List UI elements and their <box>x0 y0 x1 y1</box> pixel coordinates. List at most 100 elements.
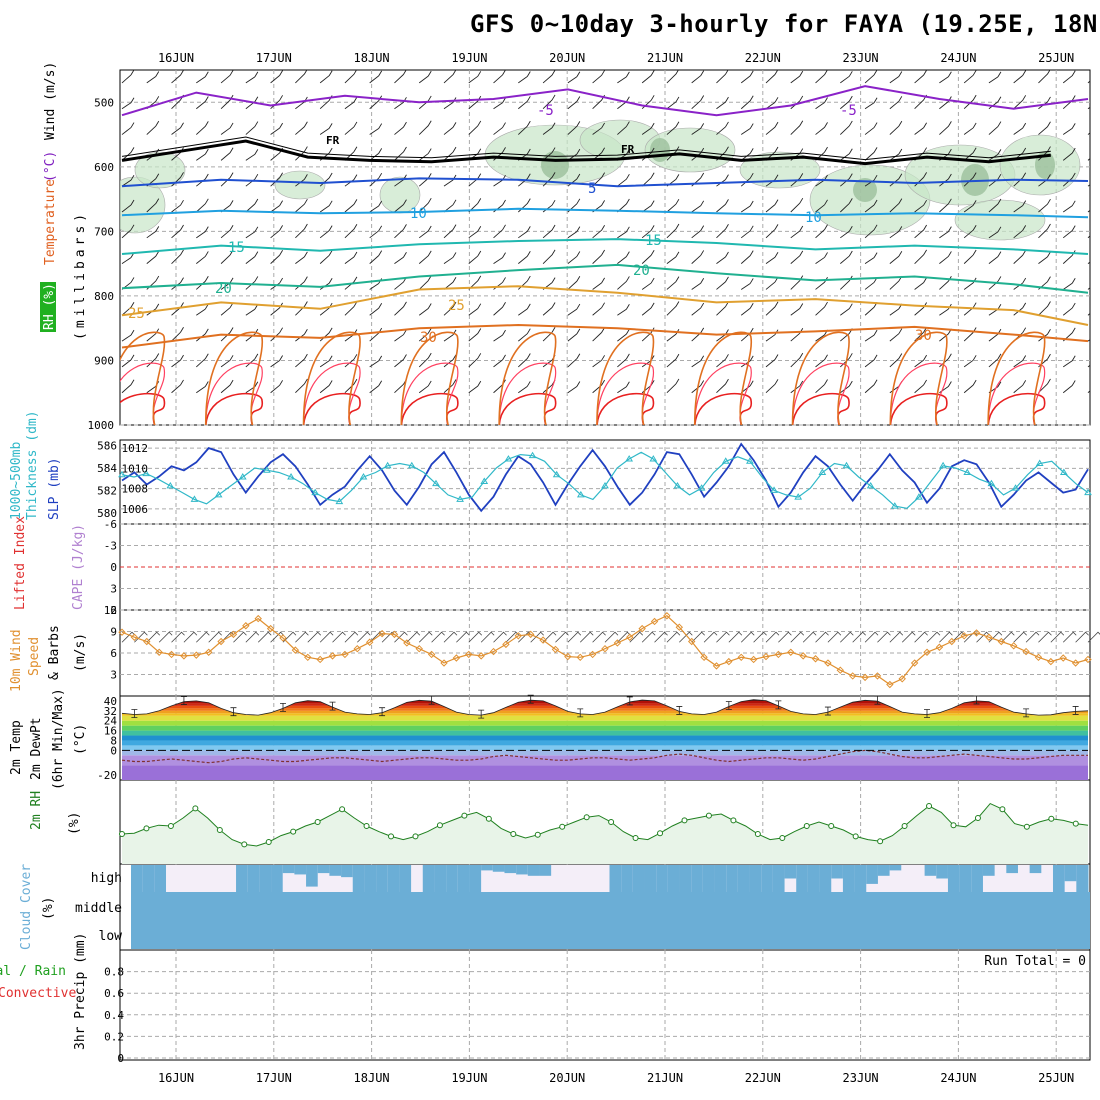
thickness-point <box>287 472 295 480</box>
surface-isotherm <box>303 362 361 425</box>
wind10-point <box>712 662 721 670</box>
cloud-high-bar <box>761 865 774 892</box>
cloud-level-low: low <box>99 929 123 944</box>
wind-barb <box>542 327 556 342</box>
wind-barb <box>171 277 184 290</box>
wind-barb <box>740 225 754 239</box>
wind-barb <box>369 355 383 368</box>
date-label-top: 18JUN <box>354 51 390 65</box>
surface-isotherm <box>889 392 948 425</box>
wind-barb <box>592 327 606 342</box>
wind-barb <box>740 95 754 110</box>
precip-tick: 0.2 <box>104 1030 124 1043</box>
temperature-band <box>122 699 1088 701</box>
cloud-high-bg <box>1017 865 1031 892</box>
wind-barb <box>245 71 259 84</box>
thickness-point <box>311 488 320 496</box>
temperature-band <box>122 765 1088 780</box>
cloud-high-bar <box>457 865 470 892</box>
wind10-barb <box>505 631 520 643</box>
lifted-tick: 6 <box>110 604 117 617</box>
rh2m-point <box>754 831 761 837</box>
wind10-point <box>972 629 981 637</box>
wind-barb <box>270 380 284 394</box>
surface-isotherm <box>120 392 166 425</box>
wind-barb <box>567 381 581 394</box>
cloud-high-bar <box>387 865 400 892</box>
temperature-minmax <box>131 709 138 718</box>
thickness-point <box>963 468 972 475</box>
rh-shade <box>120 176 166 234</box>
lifted-axis-label: Lifted Index <box>13 516 28 610</box>
wind-barb <box>765 379 779 394</box>
wind-barb <box>815 122 828 135</box>
cloud-level-high: high <box>91 871 122 886</box>
wind-barb <box>815 224 828 239</box>
surface-isotherm <box>987 331 1046 425</box>
wind10-point <box>898 675 906 683</box>
temperature-minmax <box>329 701 336 711</box>
wind-barb <box>468 303 482 316</box>
temp2m-panel <box>121 694 1089 780</box>
thickness-line <box>121 451 1089 509</box>
thickness-point <box>142 469 151 477</box>
wind-barb <box>988 328 1002 342</box>
cloud-high-bar <box>667 865 681 892</box>
surface-isotherm <box>792 392 850 425</box>
isotherm-label: 25 <box>448 298 465 314</box>
wind-barb <box>518 275 531 290</box>
wind-barb <box>518 96 531 110</box>
wind-barb <box>617 251 630 264</box>
cloud-panel <box>131 865 1090 949</box>
thickness-point <box>118 470 126 478</box>
wind-barb <box>468 225 482 239</box>
thickness-point <box>576 490 585 498</box>
wind-barb <box>295 223 308 239</box>
wind-barb <box>1062 355 1076 368</box>
cloud-high-bar <box>434 865 447 892</box>
wind-barb <box>1038 251 1051 264</box>
wind10-barb <box>257 631 272 643</box>
surface-isotherm <box>596 362 655 425</box>
date-label-bottom: 20JUN <box>549 1071 585 1085</box>
wind-barb <box>146 328 160 342</box>
thickness-tick: 586 <box>97 440 117 453</box>
date-label-bottom: 17JUN <box>256 1071 292 1085</box>
rh2m-point <box>119 831 125 837</box>
wind-barb <box>790 352 804 368</box>
wind-barb <box>418 173 432 187</box>
wind10-point <box>427 650 436 659</box>
wind10-point <box>1071 659 1080 667</box>
cloud-high-bar <box>329 865 342 876</box>
surface-isotherm <box>889 362 948 425</box>
isotherm-label: 25 <box>128 306 145 322</box>
wind-barb <box>245 381 259 394</box>
wind-barb <box>270 250 284 264</box>
cloud-high-bar <box>632 865 646 892</box>
isotherm-label: 5 <box>588 181 596 197</box>
precip-tick: 0 <box>117 1052 124 1065</box>
wind-barb <box>864 224 878 239</box>
wind-barb <box>839 120 853 135</box>
thickness-point <box>238 472 247 480</box>
wind10-point <box>749 655 758 664</box>
cloud-high-bar <box>889 865 902 871</box>
wind10-barb <box>604 631 619 643</box>
wind10-point <box>626 633 634 641</box>
wind10-barb <box>394 631 408 643</box>
wind-barb <box>740 303 754 316</box>
wind-barb <box>1062 200 1076 213</box>
wind-barb <box>1038 96 1051 110</box>
wind10-point <box>526 630 535 639</box>
wind-barb <box>691 172 705 187</box>
wind-barb <box>740 200 754 213</box>
wind10-barb <box>579 631 594 643</box>
wind-barb <box>1062 172 1076 187</box>
rh-shade-dark <box>1035 151 1055 179</box>
cloud-high-bar <box>317 865 330 874</box>
chart-title: GFS 0~10day 3-hourly for FAYA (19.25E, 1… <box>470 10 1100 38</box>
date-label-top: 24JUN <box>940 51 976 65</box>
wind-barb <box>641 277 655 290</box>
wind-barb <box>914 70 928 84</box>
surface-isotherm <box>889 331 948 425</box>
